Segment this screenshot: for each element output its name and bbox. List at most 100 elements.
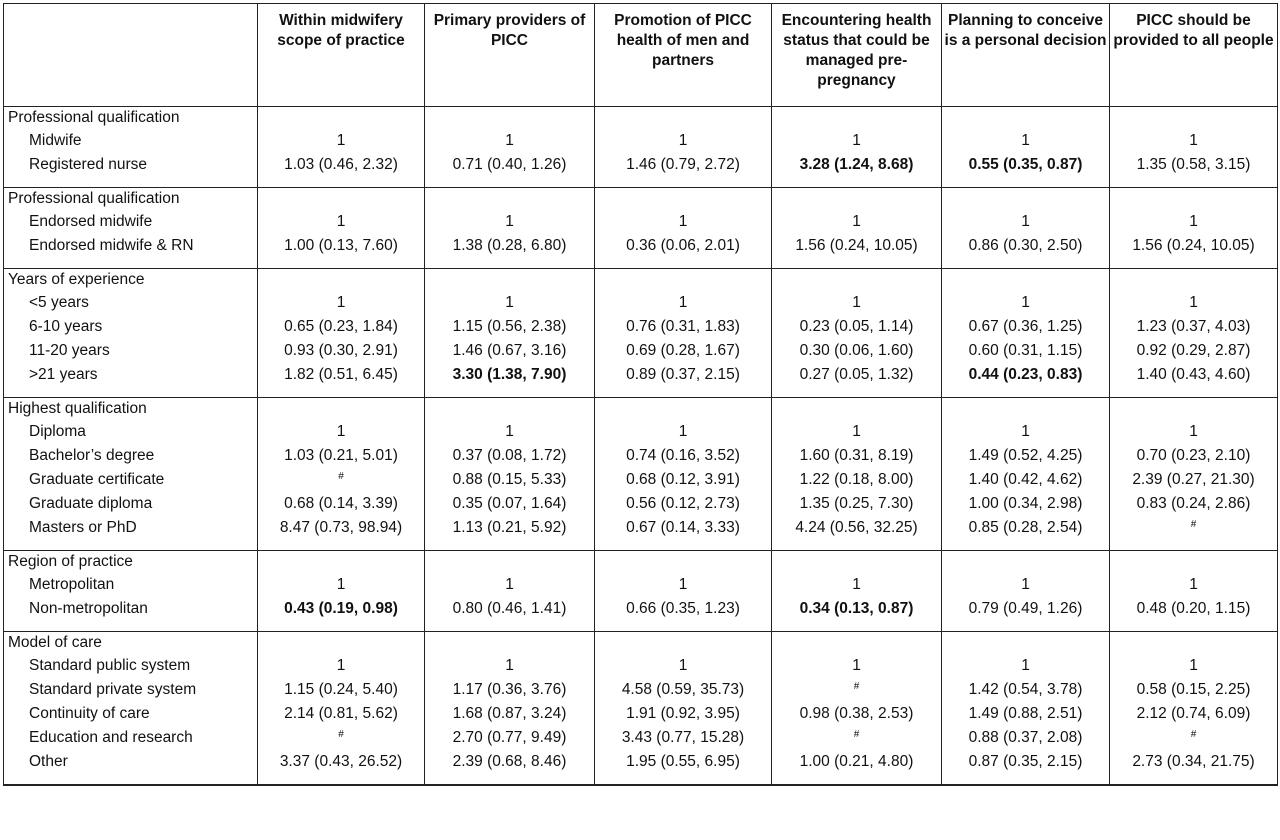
odds-ratio-value: 0.58 (0.15, 2.25) — [1136, 681, 1251, 698]
section-header-row: Professional qualification — [3, 187, 1278, 210]
odds-ratio-value: 1.17 (0.36, 3.76) — [452, 681, 567, 698]
value-cell: 1 — [941, 654, 1110, 678]
value-cell: 1 — [257, 210, 425, 234]
section-title: Professional qualification — [3, 187, 258, 210]
odds-ratio-value: 0.71 (0.40, 1.26) — [452, 156, 567, 173]
odds-ratio-value: 1 — [1189, 657, 1198, 674]
value-cell: 1.38 (0.28, 6.80) — [424, 234, 595, 269]
table-row: Bachelor’s degree 1.03 (0.21, 5.01) 0.37 (… — [3, 444, 1278, 468]
odds-ratio-value: 1 — [852, 132, 861, 149]
value-cell: 1.00 (0.13, 7.60) — [257, 234, 425, 269]
value-cell: # — [1109, 726, 1278, 750]
value-cell: 0.48 (0.20, 1.15) — [1109, 597, 1278, 632]
odds-ratio-value: 1 — [678, 423, 688, 440]
odds-ratio-value: 1 — [1189, 213, 1198, 230]
table-row: Endorsed midwife & RN 1.00 (0.13, 7.60) 1.… — [3, 234, 1278, 269]
value-cell: 0.23 (0.05, 1.14) — [771, 315, 942, 339]
odds-ratio-value: 1.60 (0.31, 8.19) — [799, 447, 914, 464]
section-header-row: Model of care — [3, 631, 1278, 654]
odds-ratio-value: 0.23 (0.05, 1.14) — [799, 318, 914, 335]
table-row: Continuity of care 2.14 (0.81, 5.62) 1.68 … — [3, 702, 1278, 726]
value-cell: 1 — [257, 291, 425, 315]
section-title: Model of care — [3, 631, 258, 654]
value-cell: 1.35 (0.58, 3.15) — [1109, 153, 1278, 188]
not-estimable-mark: # — [1190, 729, 1197, 740]
odds-ratio-value: 1 — [1189, 294, 1198, 311]
row-label: Standard private system — [3, 678, 258, 702]
empty-cell — [594, 187, 772, 210]
odds-ratio-value: 1.15 (0.56, 2.38) — [452, 318, 567, 335]
empty-cell — [771, 187, 942, 210]
odds-ratio-value: 1 — [852, 294, 861, 311]
value-cell: 1 — [941, 210, 1110, 234]
odds-ratio-value: 1.00 (0.21, 4.80) — [799, 753, 914, 770]
row-label: Bachelor’s degree — [3, 444, 258, 468]
value-cell: 2.70 (0.77, 9.49) — [424, 726, 595, 750]
section-header-row: Years of experience — [3, 268, 1278, 291]
row-label: Other — [3, 750, 258, 785]
odds-ratio-value: 1 — [852, 213, 861, 230]
table-section: Professional qualification Endorsed midwi… — [3, 187, 1278, 269]
table-row: Registered nurse 1.03 (0.46, 2.32) 0.71 (0… — [3, 153, 1278, 188]
value-cell: 0.87 (0.35, 2.15) — [941, 750, 1110, 785]
table-section: Professional qualification Midwife 1 1 1 1 1 1 R… — [3, 106, 1278, 188]
value-cell: 1 — [771, 573, 942, 597]
value-cell: 1.15 (0.24, 5.40) — [257, 678, 425, 702]
value-cell: 1 — [257, 654, 425, 678]
odds-ratio-value: 1.23 (0.37, 4.03) — [1136, 318, 1251, 335]
odds-ratio-value: 1 — [678, 657, 688, 674]
odds-ratio-value: 0.86 (0.30, 2.50) — [968, 237, 1083, 254]
odds-ratio-value: 0.68 (0.12, 3.91) — [626, 471, 740, 488]
empty-cell — [1109, 550, 1278, 573]
value-cell: 0.85 (0.28, 2.54) — [941, 516, 1110, 551]
empty-cell — [424, 268, 595, 291]
row-label: Graduate diploma — [3, 492, 258, 516]
odds-ratio-value: 0.65 (0.23, 1.84) — [284, 318, 398, 335]
row-label: Endorsed midwife & RN — [3, 234, 258, 269]
value-cell: 2.73 (0.34, 21.75) — [1109, 750, 1278, 785]
odds-ratio-value: 4.24 (0.56, 32.25) — [795, 519, 918, 536]
value-cell: 1 — [257, 129, 425, 153]
odds-ratio-value: 0.83 (0.24, 2.86) — [1136, 495, 1251, 512]
value-cell: 0.89 (0.37, 2.15) — [594, 363, 772, 398]
odds-ratio-value: 1 — [678, 294, 688, 311]
odds-ratio-value: 0.60 (0.31, 1.15) — [968, 342, 1083, 359]
odds-ratio-value: 3.43 (0.77, 15.28) — [621, 729, 745, 746]
value-cell: 1 — [424, 420, 595, 444]
odds-ratio-value: 1 — [505, 294, 514, 311]
odds-ratio-value: 1 — [505, 132, 514, 149]
odds-ratio-value: 1.42 (0.54, 3.78) — [968, 681, 1083, 698]
odds-ratio-value: 0.67 (0.36, 1.25) — [968, 318, 1083, 335]
row-label: 11-20 years — [3, 339, 258, 363]
value-cell: 1.46 (0.67, 3.16) — [424, 339, 595, 363]
value-cell: 1.95 (0.55, 6.95) — [594, 750, 772, 785]
odds-ratio-value: 0.89 (0.37, 2.15) — [626, 366, 740, 383]
odds-ratio-value: 0.88 (0.37, 2.08) — [968, 729, 1083, 746]
value-cell: 1 — [594, 210, 772, 234]
table-section: Region of practice Metropolitan 1 1 1 1 1 1 Non-… — [3, 550, 1278, 632]
value-cell: 1.56 (0.24, 10.05) — [771, 234, 942, 269]
odds-ratio-value: 2.73 (0.34, 21.75) — [1132, 753, 1255, 770]
odds-ratio-value: 0.98 (0.38, 2.53) — [799, 705, 914, 722]
value-cell: 1 — [594, 291, 772, 315]
odds-ratio-value: 3.30 (1.38, 7.90) — [452, 366, 567, 383]
odds-ratio-value: 1 — [336, 576, 346, 593]
value-cell: 0.34 (0.13, 0.87) — [771, 597, 942, 632]
table-row: Graduate diploma 0.68 (0.14, 3.39) 0.35 (0… — [3, 492, 1278, 516]
odds-ratio-value: 0.43 (0.19, 0.98) — [284, 600, 398, 617]
value-cell: 0.80 (0.46, 1.41) — [424, 597, 595, 632]
section-title: Professional qualification — [3, 106, 258, 129]
value-cell: 0.70 (0.23, 2.10) — [1109, 444, 1278, 468]
odds-ratio-value: 1 — [678, 576, 688, 593]
odds-ratio-value: 0.76 (0.31, 1.83) — [626, 318, 740, 335]
row-label: Masters or PhD — [3, 516, 258, 551]
odds-ratio-value: 1 — [1021, 132, 1030, 149]
odds-ratio-value: 1.49 (0.52, 4.25) — [968, 447, 1083, 464]
value-cell: # — [257, 468, 425, 492]
empty-cell — [424, 397, 595, 420]
table-row: Midwife 1 1 1 1 1 1 — [3, 129, 1278, 153]
value-cell: 1.60 (0.31, 8.19) — [771, 444, 942, 468]
value-cell: 0.71 (0.40, 1.26) — [424, 153, 595, 188]
section-header-row: Highest qualification — [3, 397, 1278, 420]
